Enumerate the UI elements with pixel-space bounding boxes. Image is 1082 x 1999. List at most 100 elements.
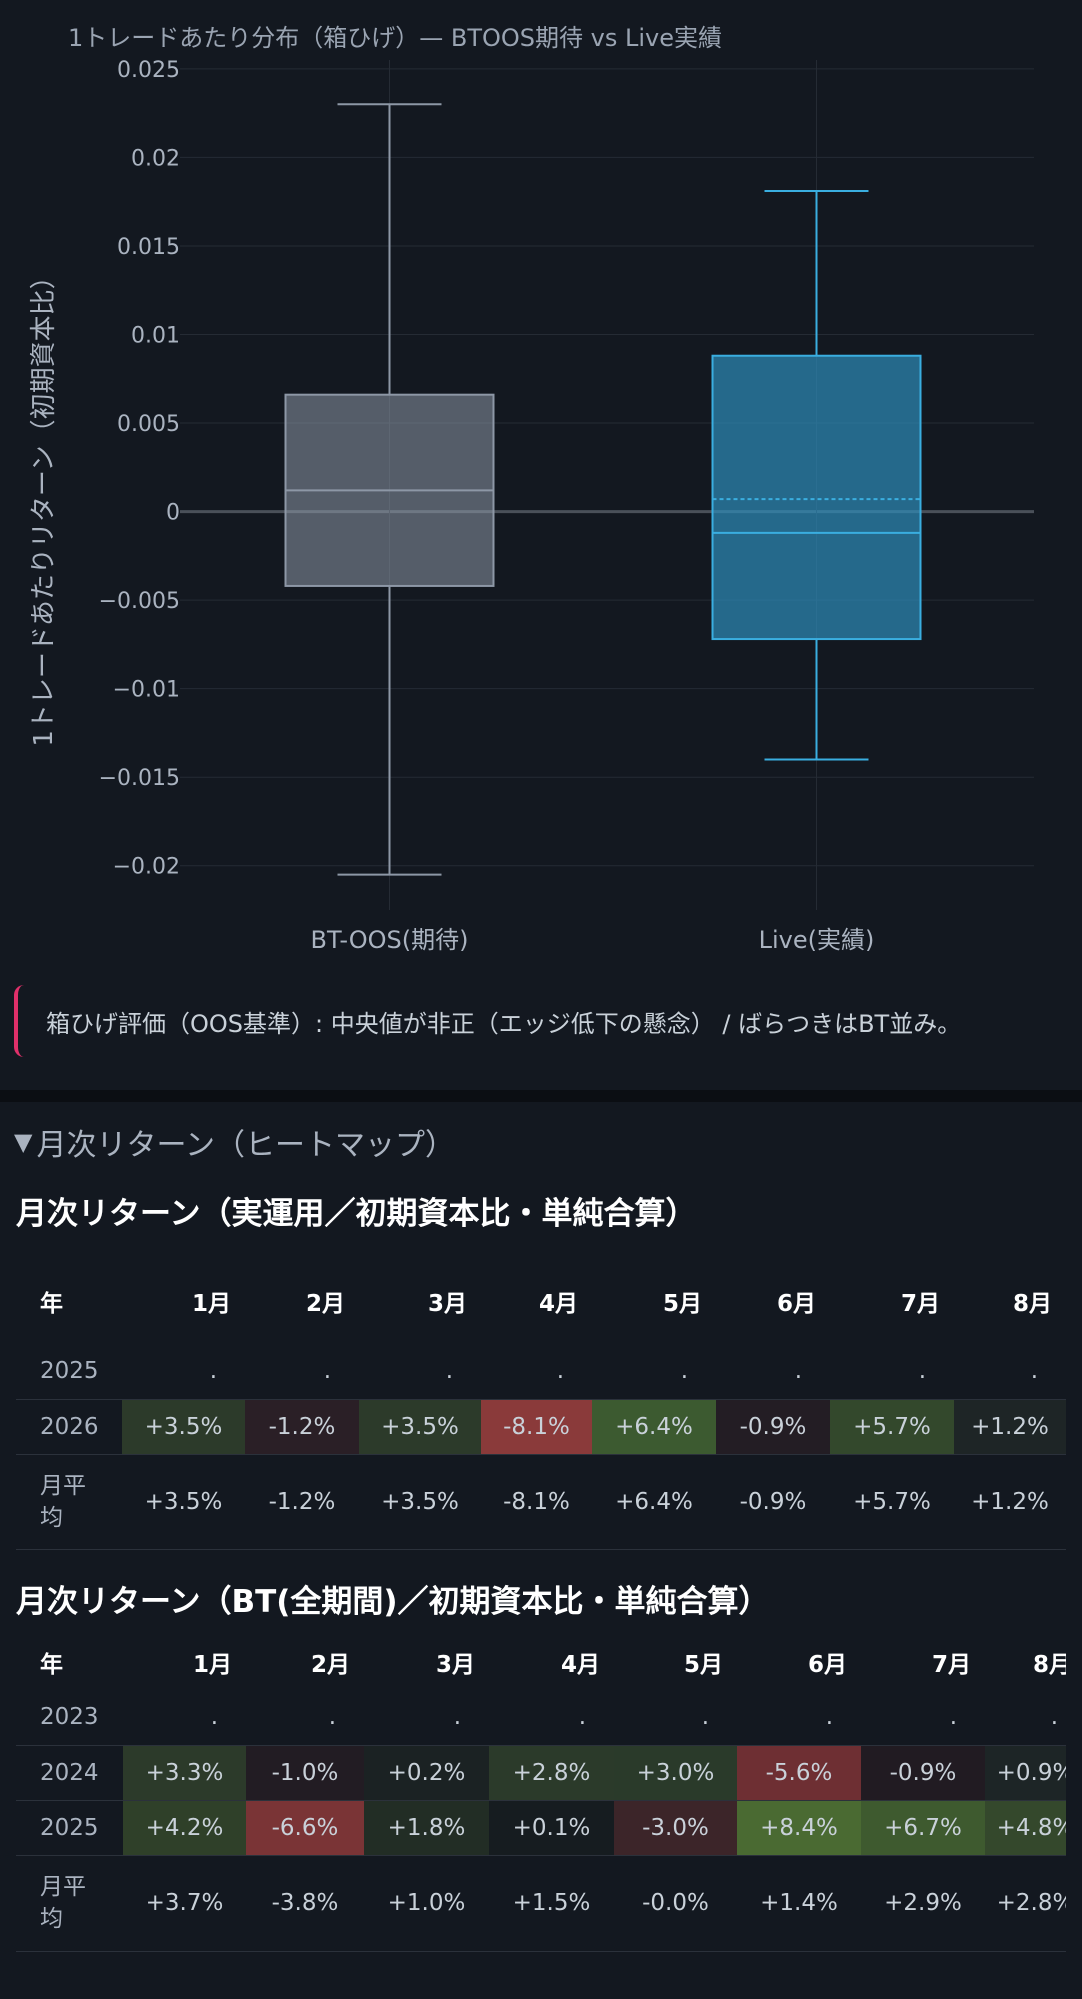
y-tick-label: −0.02 <box>113 855 180 880</box>
return-cell: . <box>123 1690 246 1746</box>
month-column-header: 8月 <box>1032 1652 1066 1678</box>
month-column-header: 4月 <box>538 1291 578 1317</box>
return-cell: -3.0% <box>614 1800 737 1856</box>
y-axis-label: 1トレードあたりリターン（初期資本比） <box>29 263 59 746</box>
return-cell: +3.5% <box>122 1454 245 1550</box>
month-column-header: 5月 <box>662 1291 702 1317</box>
table-row: 2025 +4.2% -6.6% +1.8% +0.1% -3.0% +8.4% +6.7% +… <box>16 1800 1066 1856</box>
return-cell: . <box>592 1344 716 1400</box>
return-cell: +0.1% <box>489 1800 614 1856</box>
month-column-header: 8月 <box>1012 1291 1052 1317</box>
return-cell: +5.7% <box>830 1399 954 1455</box>
month-column-header: 6月 <box>807 1652 847 1678</box>
month-column-header: 1月 <box>192 1652 232 1678</box>
return-cell: +2.9% <box>861 1855 985 1952</box>
return-cell: . <box>861 1690 985 1746</box>
return-cell: +0.9% <box>985 1745 1066 1801</box>
year-cell: 2024 <box>16 1745 123 1801</box>
month-column-header: 2月 <box>305 1291 345 1317</box>
return-cell: +3.7% <box>123 1855 246 1952</box>
return-cell: . <box>737 1690 861 1746</box>
box-bt-oos <box>284 103 495 876</box>
return-cell: +4.2% <box>123 1800 246 1856</box>
box-live <box>711 190 922 761</box>
table2-title: 月次リターン（BT(全期間)／初期資本比・単純合算） <box>16 1584 770 1620</box>
return-cell: -0.9% <box>716 1399 830 1455</box>
return-cell: +1.2% <box>954 1399 1066 1455</box>
y-tick-label: 0.025 <box>117 58 180 83</box>
monthly-returns-bt-table: 年 1月 2月 3月 4月 5月 6月 7月 8月 2023........ 2024 +3.3% -1… <box>16 1634 1066 1952</box>
return-cell: +1.0% <box>364 1855 489 1952</box>
return-cell: -3.8% <box>246 1855 364 1952</box>
return-cell: . <box>985 1690 1066 1746</box>
table-header-row: 年 1月 2月 3月 4月 5月 6月 7月 8月 <box>16 1258 1066 1344</box>
y-tick-label: −0.005 <box>99 589 180 614</box>
return-cell: -0.0% <box>614 1855 737 1952</box>
return-cell: +2.8% <box>489 1745 614 1801</box>
year-cell: 2025 <box>16 1344 122 1400</box>
return-cell: +3.0% <box>614 1745 737 1801</box>
return-cell: . <box>614 1690 737 1746</box>
return-cell: -0.9% <box>716 1454 830 1550</box>
month-column-header: 3月 <box>427 1291 467 1317</box>
y-tick-label: 0.01 <box>131 323 180 348</box>
return-cell: +4.8% <box>985 1800 1066 1856</box>
year-cell: 2023 <box>16 1690 123 1746</box>
month-column-header: 2月 <box>310 1652 350 1678</box>
heatmap-section-label: 月次リターン（ヒートマップ） <box>36 1128 455 1163</box>
return-cell: +2.8% <box>985 1855 1066 1952</box>
return-cell: -5.6% <box>737 1745 861 1801</box>
y-tick-label: −0.015 <box>99 766 180 791</box>
table-header-row: 年 1月 2月 3月 4月 5月 6月 7月 8月 <box>16 1634 1066 1690</box>
table-row: 2026 +3.5% -1.2% +3.5% -8.1% +6.4% -0.9% +5.7% +… <box>16 1399 1066 1455</box>
return-cell: +1.5% <box>489 1855 614 1952</box>
year-cell: 2025 <box>16 1800 123 1856</box>
y-tick-label: 0 <box>166 501 180 526</box>
return-cell: +8.4% <box>737 1800 861 1856</box>
month-column-header: 4月 <box>560 1652 600 1678</box>
return-cell: +6.7% <box>861 1800 985 1856</box>
return-cell: +1.2% <box>954 1454 1066 1550</box>
return-cell: . <box>481 1344 592 1400</box>
return-cell: +6.4% <box>592 1399 716 1455</box>
return-cell: . <box>364 1690 489 1746</box>
return-cell: . <box>716 1344 830 1400</box>
return-cell: +3.5% <box>359 1399 481 1455</box>
x-tick-label: Live(実績) <box>759 926 875 954</box>
y-tick-label: 0.015 <box>117 235 180 260</box>
monthly-returns-live-table: 年 1月 2月 3月 4月 5月 6月 7月 8月 2025........ 2026 +3.5% -1… <box>16 1258 1066 1550</box>
return-cell: +3.3% <box>123 1745 246 1801</box>
return-cell: +3.5% <box>359 1454 481 1550</box>
box-plot-chart: 1トレードあたり分布（箱ひげ）— BTOOS期待 vs Live実績 0.025… <box>0 0 1082 970</box>
heatmap-section-toggle[interactable]: ▼ 月次リターン（ヒートマップ） <box>14 1120 455 1164</box>
boxplot-verdict-note: 箱ひげ評価（OOS基準）: 中央値が非正（エッジ低下の懸念） / ばらつきはBT… <box>14 985 1064 1057</box>
month-column-header: 3月 <box>435 1652 475 1678</box>
return-cell: . <box>246 1690 364 1746</box>
month-column-header: 7月 <box>900 1291 940 1317</box>
return-cell: . <box>359 1344 481 1400</box>
return-cell: -1.0% <box>246 1745 364 1801</box>
iqr-box <box>711 354 922 641</box>
return-cell: +1.4% <box>737 1855 861 1952</box>
table-row: 2024 +3.3% -1.0% +0.2% +2.8% +3.0% -5.6% -0.9% +… <box>16 1745 1066 1801</box>
return-cell: -1.2% <box>245 1399 359 1455</box>
year-cell: 月平均 <box>16 1454 122 1550</box>
table1-title: 月次リターン（実運用／初期資本比・単純合算） <box>16 1196 697 1232</box>
return-cell: -0.9% <box>861 1745 985 1801</box>
year-column-header: 年 <box>40 1291 63 1317</box>
verdict-text: 箱ひげ評価（OOS基準）: 中央値が非正（エッジ低下の懸念） / ばらつきはBT… <box>46 1009 962 1038</box>
month-column-header: 5月 <box>683 1652 723 1678</box>
return-cell: +0.2% <box>364 1745 489 1801</box>
average-row: 月平均 +3.5% -1.2% +3.5% -8.1% +6.4% -0.9% +5.7% +1… <box>16 1454 1066 1550</box>
return-cell: +6.4% <box>592 1454 716 1550</box>
month-column-header: 7月 <box>931 1652 971 1678</box>
y-tick-label: −0.01 <box>113 678 180 703</box>
average-row: 月平均 +3.7% -3.8% +1.0% +1.5% -0.0% +1.4% +2.9% +2… <box>16 1855 1066 1952</box>
return-cell: . <box>954 1344 1066 1400</box>
return-cell: . <box>245 1344 359 1400</box>
y-tick-label: 0.005 <box>117 412 180 437</box>
month-column-header: 6月 <box>776 1291 816 1317</box>
return-cell: -8.1% <box>481 1399 592 1455</box>
section-divider <box>0 1090 1082 1102</box>
table-row: 2023........ <box>16 1690 1066 1746</box>
